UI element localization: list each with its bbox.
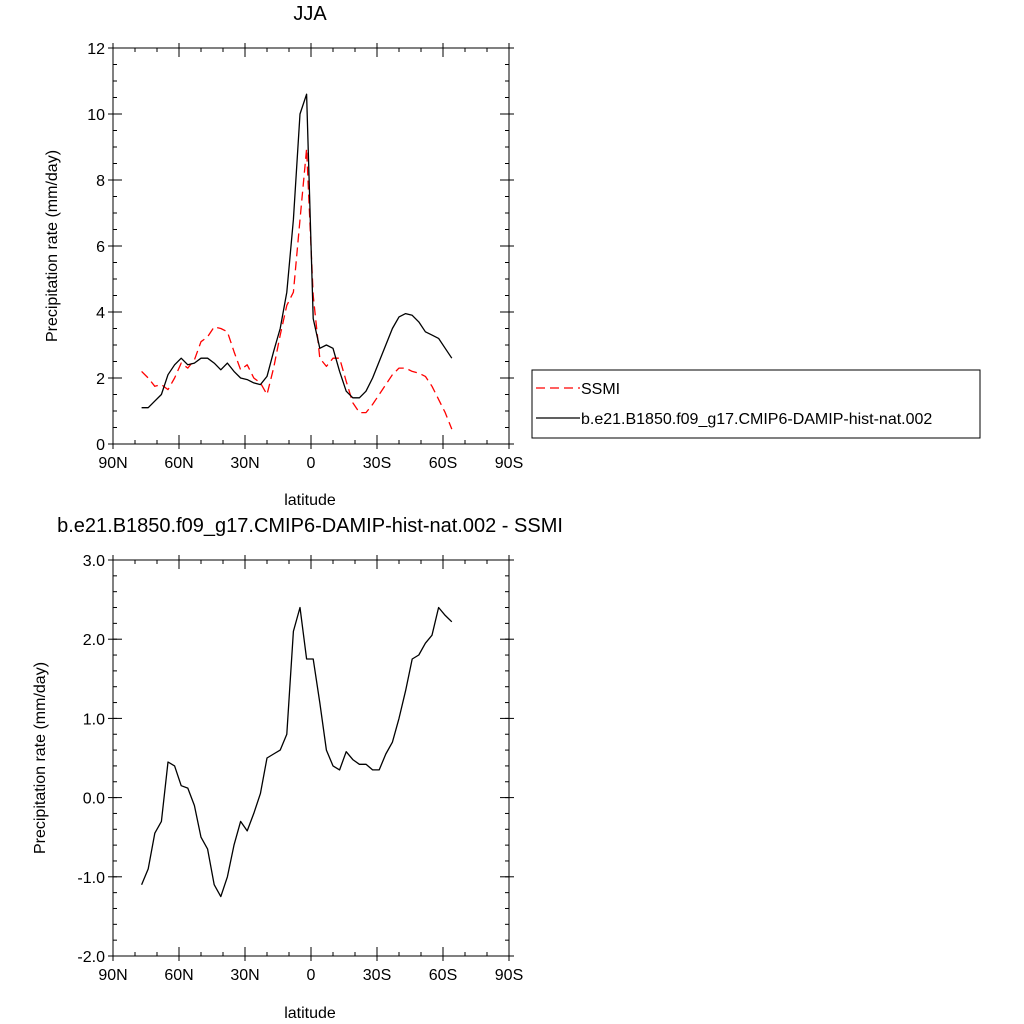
- x-tick-label: 60S: [429, 455, 457, 472]
- y-axis-label-bottom: Precipitation rate (mm/day): [32, 662, 49, 854]
- x-tick-label: 30S: [363, 967, 391, 984]
- y-tick-label: 1.0: [83, 711, 105, 728]
- x-tick-label: 90S: [495, 455, 523, 472]
- x-tick-label: 60N: [164, 967, 193, 984]
- y-tick-label: -1.0: [77, 870, 105, 887]
- y-tick-label: 8: [96, 173, 105, 190]
- x-tick-label: 60S: [429, 967, 457, 984]
- x-tick-label: 30S: [363, 455, 391, 472]
- x-tick-label: 0: [307, 967, 316, 984]
- y-tick-label: 3.0: [83, 553, 105, 570]
- legend-box: [531, 369, 981, 439]
- y-tick-label: 4: [96, 305, 105, 322]
- chart-title-top: JJA: [293, 3, 327, 25]
- x-tick-label: 90N: [98, 455, 127, 472]
- legend-label-ssmi: SSMI: [581, 381, 620, 398]
- y-tick-label: 0.0: [83, 791, 105, 808]
- chart-title-bottom: b.e21.B1850.f09_g17.CMIP6-DAMIP-hist-nat…: [57, 515, 563, 537]
- y-tick-label: -2.0: [77, 949, 105, 966]
- x-tick-label: 90S: [495, 967, 523, 984]
- y-tick-label: 2: [96, 371, 105, 388]
- series-line-model: [141, 93, 453, 409]
- x-tick-label: 0: [307, 455, 316, 472]
- plot-area-bottom: 90N 60N 30N 0 30S 60S 90S -2.0 -1.0 0.0 1.0 2.0 3.0: [77, 553, 523, 984]
- x-axis-label-bottom: latitude: [284, 1005, 336, 1022]
- series-line-difference: [141, 606, 453, 898]
- legend: SSMI b.e21.B1850.f09_g17.CMIP6-DAMIP-his…: [531, 369, 981, 439]
- x-tick-label: 30N: [230, 967, 259, 984]
- x-tick-label: 30N: [230, 455, 259, 472]
- series-line-ssmi: [141, 148, 453, 430]
- x-tick-label: 60N: [164, 455, 193, 472]
- x-axis-label-top: latitude: [284, 492, 336, 509]
- legend-label-model: b.e21.B1850.f09_g17.CMIP6-DAMIP-hist-nat…: [581, 411, 932, 428]
- y-tick-label: 0: [96, 437, 105, 454]
- y-tick-label: 6: [96, 239, 105, 256]
- plot-area-top: 90N 60N 30N 0 30S 60S 90S 0 2 4 6 8 10 12: [87, 41, 523, 472]
- y-tick-label: 10: [87, 107, 105, 124]
- y-tick-label: 2.0: [83, 632, 105, 649]
- x-tick-label: 90N: [98, 967, 127, 984]
- y-tick-label: 12: [87, 41, 105, 58]
- y-axis-label-top: Precipitation rate (mm/day): [44, 150, 61, 342]
